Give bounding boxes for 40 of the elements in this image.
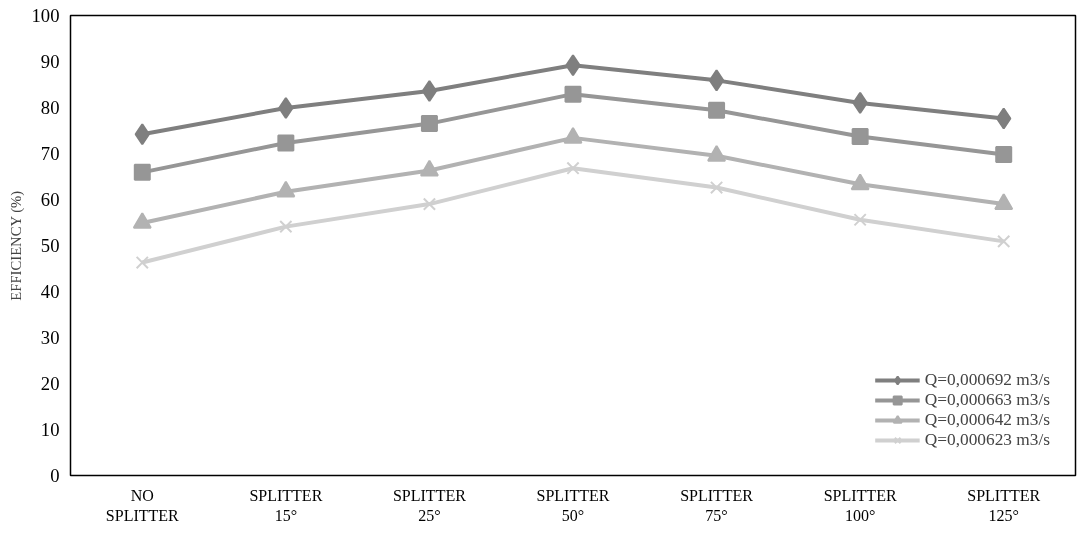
y-tick-label: 100 xyxy=(31,5,60,26)
legend-label: Q=0,000642 m3/s xyxy=(924,410,1050,430)
legend-label: Q=0,000663 m3/s xyxy=(924,390,1050,410)
x-tick-label: SPLITTER 125° xyxy=(967,486,1041,524)
x-tick-label: NO SPLITTER xyxy=(105,486,180,524)
point xyxy=(851,127,869,145)
point xyxy=(566,161,580,175)
point xyxy=(133,163,151,181)
point xyxy=(995,145,1013,163)
x-tick-label: SPLITTER 15° xyxy=(249,486,323,524)
point xyxy=(279,219,293,234)
point xyxy=(709,180,724,195)
point xyxy=(997,234,1011,249)
x-tick-label: SPLITTER 25° xyxy=(392,486,467,524)
y-tick-label: 70 xyxy=(40,143,60,164)
y-tick-label: 90 xyxy=(40,51,60,72)
point xyxy=(135,255,149,270)
point xyxy=(421,79,438,102)
x-tick-label: SPLITTER 50° xyxy=(536,486,610,524)
y-tick-label: 40 xyxy=(40,281,60,302)
point xyxy=(853,213,867,227)
point xyxy=(420,115,438,133)
point xyxy=(708,69,725,92)
legend-label: Q=0,000623 m3/s xyxy=(924,430,1050,450)
x-tick-label: SPLITTER 75° xyxy=(680,486,754,524)
y-tick-label: 80 xyxy=(40,97,60,118)
x-tick-label: SPLITTER 100° xyxy=(823,486,897,524)
legend-label: Q=0,000692 m3/s xyxy=(924,370,1050,390)
y-tick-label: 10 xyxy=(40,419,60,440)
y-tick-label: 0 xyxy=(50,465,60,486)
y-axis-title: EFFICIENCY (%) xyxy=(7,190,25,301)
y-tick-label: 20 xyxy=(40,373,60,394)
y-tick-label: 60 xyxy=(40,189,60,210)
point xyxy=(708,101,726,119)
y-tick-label: 50 xyxy=(40,235,60,256)
point xyxy=(422,197,437,211)
point xyxy=(994,193,1014,211)
point xyxy=(564,85,582,103)
point xyxy=(277,134,295,152)
y-tick-label: 30 xyxy=(40,327,60,348)
